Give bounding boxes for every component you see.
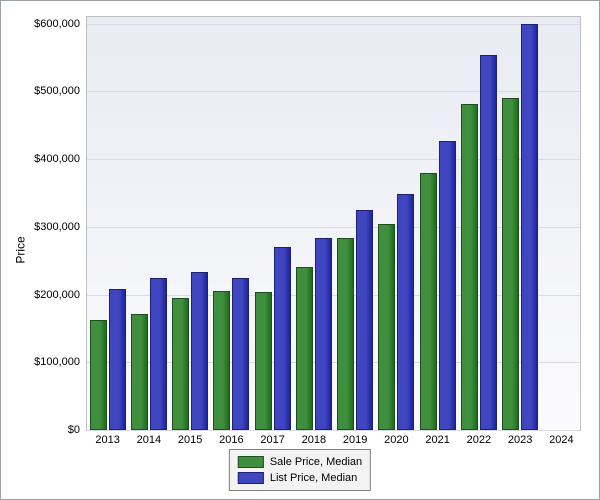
bar	[461, 104, 478, 430]
x-tick-label: 2016	[219, 434, 243, 446]
x-tick-label: 2020	[384, 434, 408, 446]
y-tick-label: $100,000	[20, 356, 80, 368]
bar	[502, 98, 519, 430]
bar	[191, 272, 208, 430]
legend-label-sale: Sale Price, Median	[270, 454, 362, 470]
bar	[274, 247, 291, 430]
plot-area: $0$100,000$200,000$300,000$400,000$500,0…	[86, 16, 581, 431]
x-tick-label: 2021	[425, 434, 449, 446]
y-tick-label: $400,000	[20, 153, 80, 165]
x-tick-label: 2018	[302, 434, 326, 446]
bar	[109, 289, 126, 431]
gridline	[87, 24, 580, 25]
x-tick-label: 2023	[508, 434, 532, 446]
bar	[213, 291, 230, 430]
bar	[172, 298, 189, 430]
gridline	[87, 91, 580, 92]
y-tick-label: $500,000	[20, 85, 80, 97]
y-tick-label: $0	[20, 424, 80, 436]
legend-label-list: List Price, Median	[270, 470, 357, 486]
bar	[378, 224, 395, 430]
x-tick-label: 2019	[343, 434, 367, 446]
chart-container: Price $0$100,000$200,000$300,000$400,000…	[0, 0, 600, 500]
bar	[315, 238, 332, 430]
bar	[131, 314, 148, 430]
x-tick-label: 2015	[178, 434, 202, 446]
y-tick-label: $200,000	[20, 289, 80, 301]
bar	[90, 320, 107, 430]
bar	[296, 267, 313, 430]
x-tick-label: 2024	[549, 434, 573, 446]
y-tick-label: $300,000	[20, 221, 80, 233]
legend: Sale Price, Median List Price, Median	[229, 449, 371, 491]
bar	[356, 210, 373, 430]
x-tick-label: 2013	[95, 434, 119, 446]
legend-swatch-sale	[238, 456, 264, 468]
x-tick-label: 2022	[467, 434, 491, 446]
bar	[255, 292, 272, 430]
bar	[420, 173, 437, 430]
bar	[397, 194, 414, 430]
y-tick-label: $600,000	[20, 18, 80, 30]
x-tick-label: 2014	[137, 434, 161, 446]
legend-row: Sale Price, Median	[238, 454, 362, 470]
legend-swatch-list	[238, 472, 264, 484]
y-axis-label: Price	[14, 236, 28, 263]
gridline	[87, 430, 580, 431]
bar	[480, 55, 497, 430]
bar	[150, 278, 167, 430]
bar	[337, 238, 354, 430]
bar	[439, 141, 456, 430]
bar	[521, 24, 538, 430]
bar	[232, 278, 249, 430]
legend-row: List Price, Median	[238, 470, 362, 486]
plot-wrap: $0$100,000$200,000$300,000$400,000$500,0…	[86, 16, 581, 431]
x-tick-label: 2017	[260, 434, 284, 446]
